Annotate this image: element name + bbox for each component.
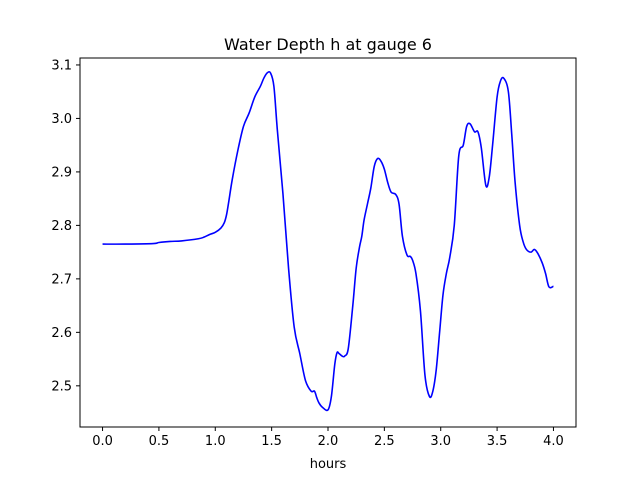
axes-frame bbox=[79, 57, 577, 428]
y-tick-label: 2.5 bbox=[51, 379, 72, 394]
x-tick-label: 0.5 bbox=[149, 434, 170, 449]
y-tick-label: 2.7 bbox=[51, 272, 72, 287]
x-axis-label: hours bbox=[310, 457, 347, 472]
x-tick-label: 2.5 bbox=[374, 434, 395, 449]
x-tick-label: 2.0 bbox=[318, 434, 339, 449]
x-axis: 0.0 0.5 1.0 1.5 2.0 2.5 3.0 3.5 4.0 bbox=[92, 427, 564, 449]
chart-title: Water Depth h at gauge 6 bbox=[224, 35, 432, 54]
series-group bbox=[102, 70, 554, 412]
x-tick-label: 0.0 bbox=[92, 434, 113, 449]
y-tick-label: 2.6 bbox=[51, 326, 72, 341]
series-line-0 bbox=[102, 70, 554, 412]
x-tick-label: 3.0 bbox=[430, 434, 451, 449]
y-tick-label: 2.9 bbox=[51, 165, 72, 180]
x-tick-label: 4.0 bbox=[543, 434, 564, 449]
x-tick-label: 1.5 bbox=[261, 434, 282, 449]
y-tick-label: 3.1 bbox=[51, 58, 72, 73]
x-tick-label: 3.5 bbox=[487, 434, 508, 449]
y-tick-label: 3.0 bbox=[51, 112, 72, 127]
y-axis: 2.5 2.6 2.7 2.8 2.9 3.0 3.1 bbox=[51, 58, 80, 394]
y-tick-label: 2.8 bbox=[51, 219, 72, 234]
x-tick-label: 1.0 bbox=[205, 434, 226, 449]
